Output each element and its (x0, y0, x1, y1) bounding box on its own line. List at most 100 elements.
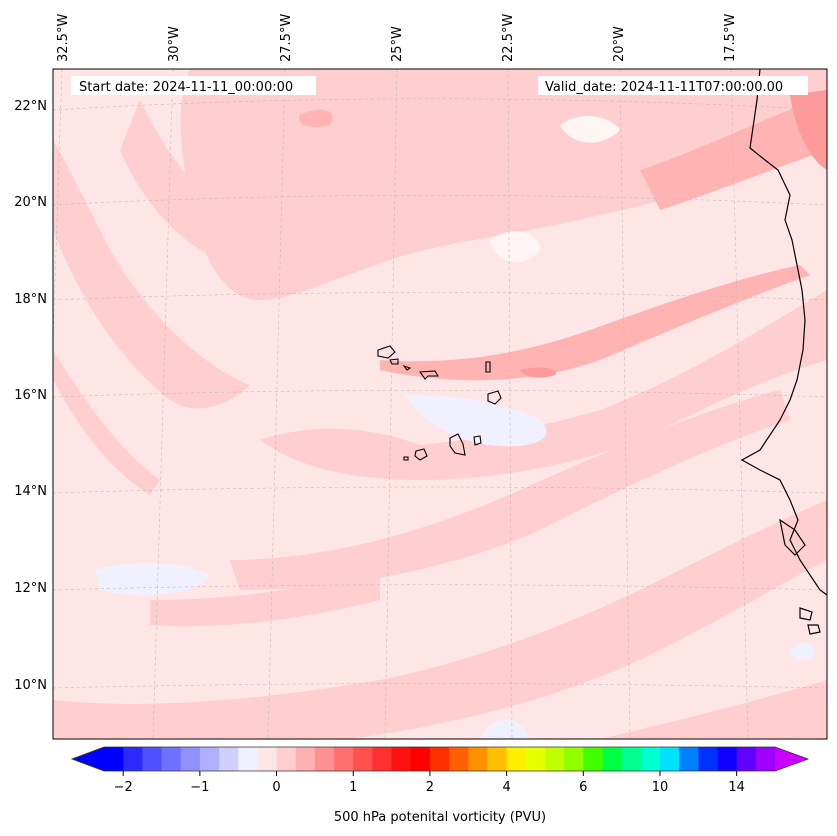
pv-negative-se (790, 643, 815, 661)
colorbar-cell (104, 747, 124, 771)
island-santo-antao (377, 345, 396, 359)
pv-white-north (560, 115, 620, 143)
colorbar-cell (659, 747, 680, 771)
island-maio (473, 435, 482, 446)
colorbar-cell (698, 747, 718, 771)
pv-band-northeast (640, 95, 827, 210)
lon-label-3: 27.5°W (279, 14, 294, 62)
colorbar-cells (104, 747, 776, 771)
colorbar-cell (468, 747, 488, 771)
island-sal (485, 361, 491, 373)
lon-label-4: 25°W (390, 26, 405, 62)
lon-label-7: 17.5°W (723, 14, 738, 62)
colorbar-tick-label: 14 (728, 780, 745, 795)
pv-band-north (180, 69, 827, 300)
colorbar-cell (257, 747, 278, 771)
pv-band-west-1 (53, 140, 250, 409)
pv-band-southeast (600, 680, 827, 739)
pv-band-north-dark (790, 90, 827, 170)
lat-label-3: 18°N (14, 292, 47, 307)
lat-label-6: 12°N (14, 581, 47, 596)
colorbar-cell (391, 747, 412, 771)
pv-band-central (260, 290, 827, 480)
coastlines (740, 69, 827, 635)
cape-verde-islands (377, 345, 502, 461)
lon-label-6: 20°W (612, 26, 627, 62)
lon-labels: 32.5°W 30°W 27.5°W 25°W 22.5°W 20°W 17.5… (56, 14, 738, 62)
colorbar-cell (142, 747, 163, 771)
pv-band-cv (380, 265, 810, 381)
colorbar-cell (276, 747, 297, 771)
colorbar-tick-label: 1 (349, 780, 357, 795)
colorbar-cell (353, 747, 373, 771)
lon-label-2: 30°W (167, 26, 182, 62)
colorbar-cell (544, 747, 565, 771)
island-fogo (414, 448, 428, 461)
colorbar-outline (70, 746, 810, 772)
pv-negative-south (480, 719, 530, 739)
pv-band-cv-dark (520, 367, 556, 378)
valid-date-label: Valid_date: 2024-11-11T07:00:00.00 (545, 80, 783, 95)
lat-label-1: 22°N (14, 99, 47, 114)
colorbar-cell (372, 747, 393, 771)
colorbar-tick-label: −2 (114, 780, 133, 795)
colorbar-extend-high (775, 747, 808, 771)
lon-label-5: 22.5°W (501, 14, 516, 62)
colorbar-tick-label: 4 (502, 780, 510, 795)
colorbar-cell (199, 747, 220, 771)
colorbar-cell (506, 747, 527, 771)
colorbar-label: 500 hPa potenital vorticity (PVU) (334, 810, 546, 825)
colorbar-cell (583, 747, 603, 771)
start-date-box (71, 76, 316, 95)
colorbar: −2 −1 0 1 2 4 6 10 14 500 hPa potenital vorticit… (70, 746, 810, 825)
lat-label-5: 14°N (14, 484, 47, 499)
colorbar-cell (410, 747, 431, 771)
colorbar-tick-label: 0 (272, 780, 280, 795)
colorbar-extend-low (72, 747, 104, 771)
colorbar-cell (449, 747, 469, 771)
pv-band-south (53, 500, 827, 739)
colorbar-cell (564, 747, 584, 771)
colorbar-tick-label: 2 (426, 780, 434, 795)
island-sao-nicolau (418, 370, 439, 380)
colorbar-cell (487, 747, 508, 771)
colorbar-tick-label: 6 (579, 780, 587, 795)
colorbar-cell (295, 747, 316, 771)
colorbar-cell (679, 747, 699, 771)
pv-band-west-2 (53, 350, 160, 495)
colorbar-cell (123, 747, 143, 771)
colorbar-cell (161, 747, 182, 771)
lon-label-1: 32.5°W (56, 14, 71, 62)
pv-band-middle (230, 390, 790, 590)
colorbar-cell (717, 747, 738, 771)
pv-spot-north (299, 109, 333, 127)
lat-label-7: 10°N (14, 678, 47, 693)
island-santiago (449, 433, 466, 456)
colorbar-cell (314, 747, 335, 771)
map-frame (52, 68, 828, 740)
pv-band-middle2 (150, 570, 380, 627)
lat-label-2: 20°N (14, 195, 47, 210)
colorbar-cell (429, 747, 450, 771)
island-boa-vista (487, 390, 502, 405)
valid-date-box (538, 76, 808, 95)
island-sao-vicente (389, 358, 399, 365)
pv-band-west-0 (120, 100, 350, 271)
lat-labels: 22°N 20°N 18°N 16°N 14°N 12°N 10°N (14, 99, 47, 693)
colorbar-cell (180, 747, 201, 771)
colorbar-cell (755, 747, 776, 771)
island-brava (403, 456, 409, 461)
colorbar-tick-label: 10 (652, 780, 669, 795)
colorbar-cell (334, 747, 354, 771)
colorbar-cell (621, 747, 642, 771)
colorbar-tick-label: −1 (190, 780, 209, 795)
pv-field (53, 69, 827, 739)
colorbar-cell (736, 747, 757, 771)
africa-coastline (740, 69, 827, 596)
gridlines (53, 69, 827, 739)
colorbar-cell (602, 747, 623, 771)
pv-white-north2 (490, 231, 540, 263)
start-date-label: Start date: 2024-11-11_00:00:00 (79, 80, 293, 95)
